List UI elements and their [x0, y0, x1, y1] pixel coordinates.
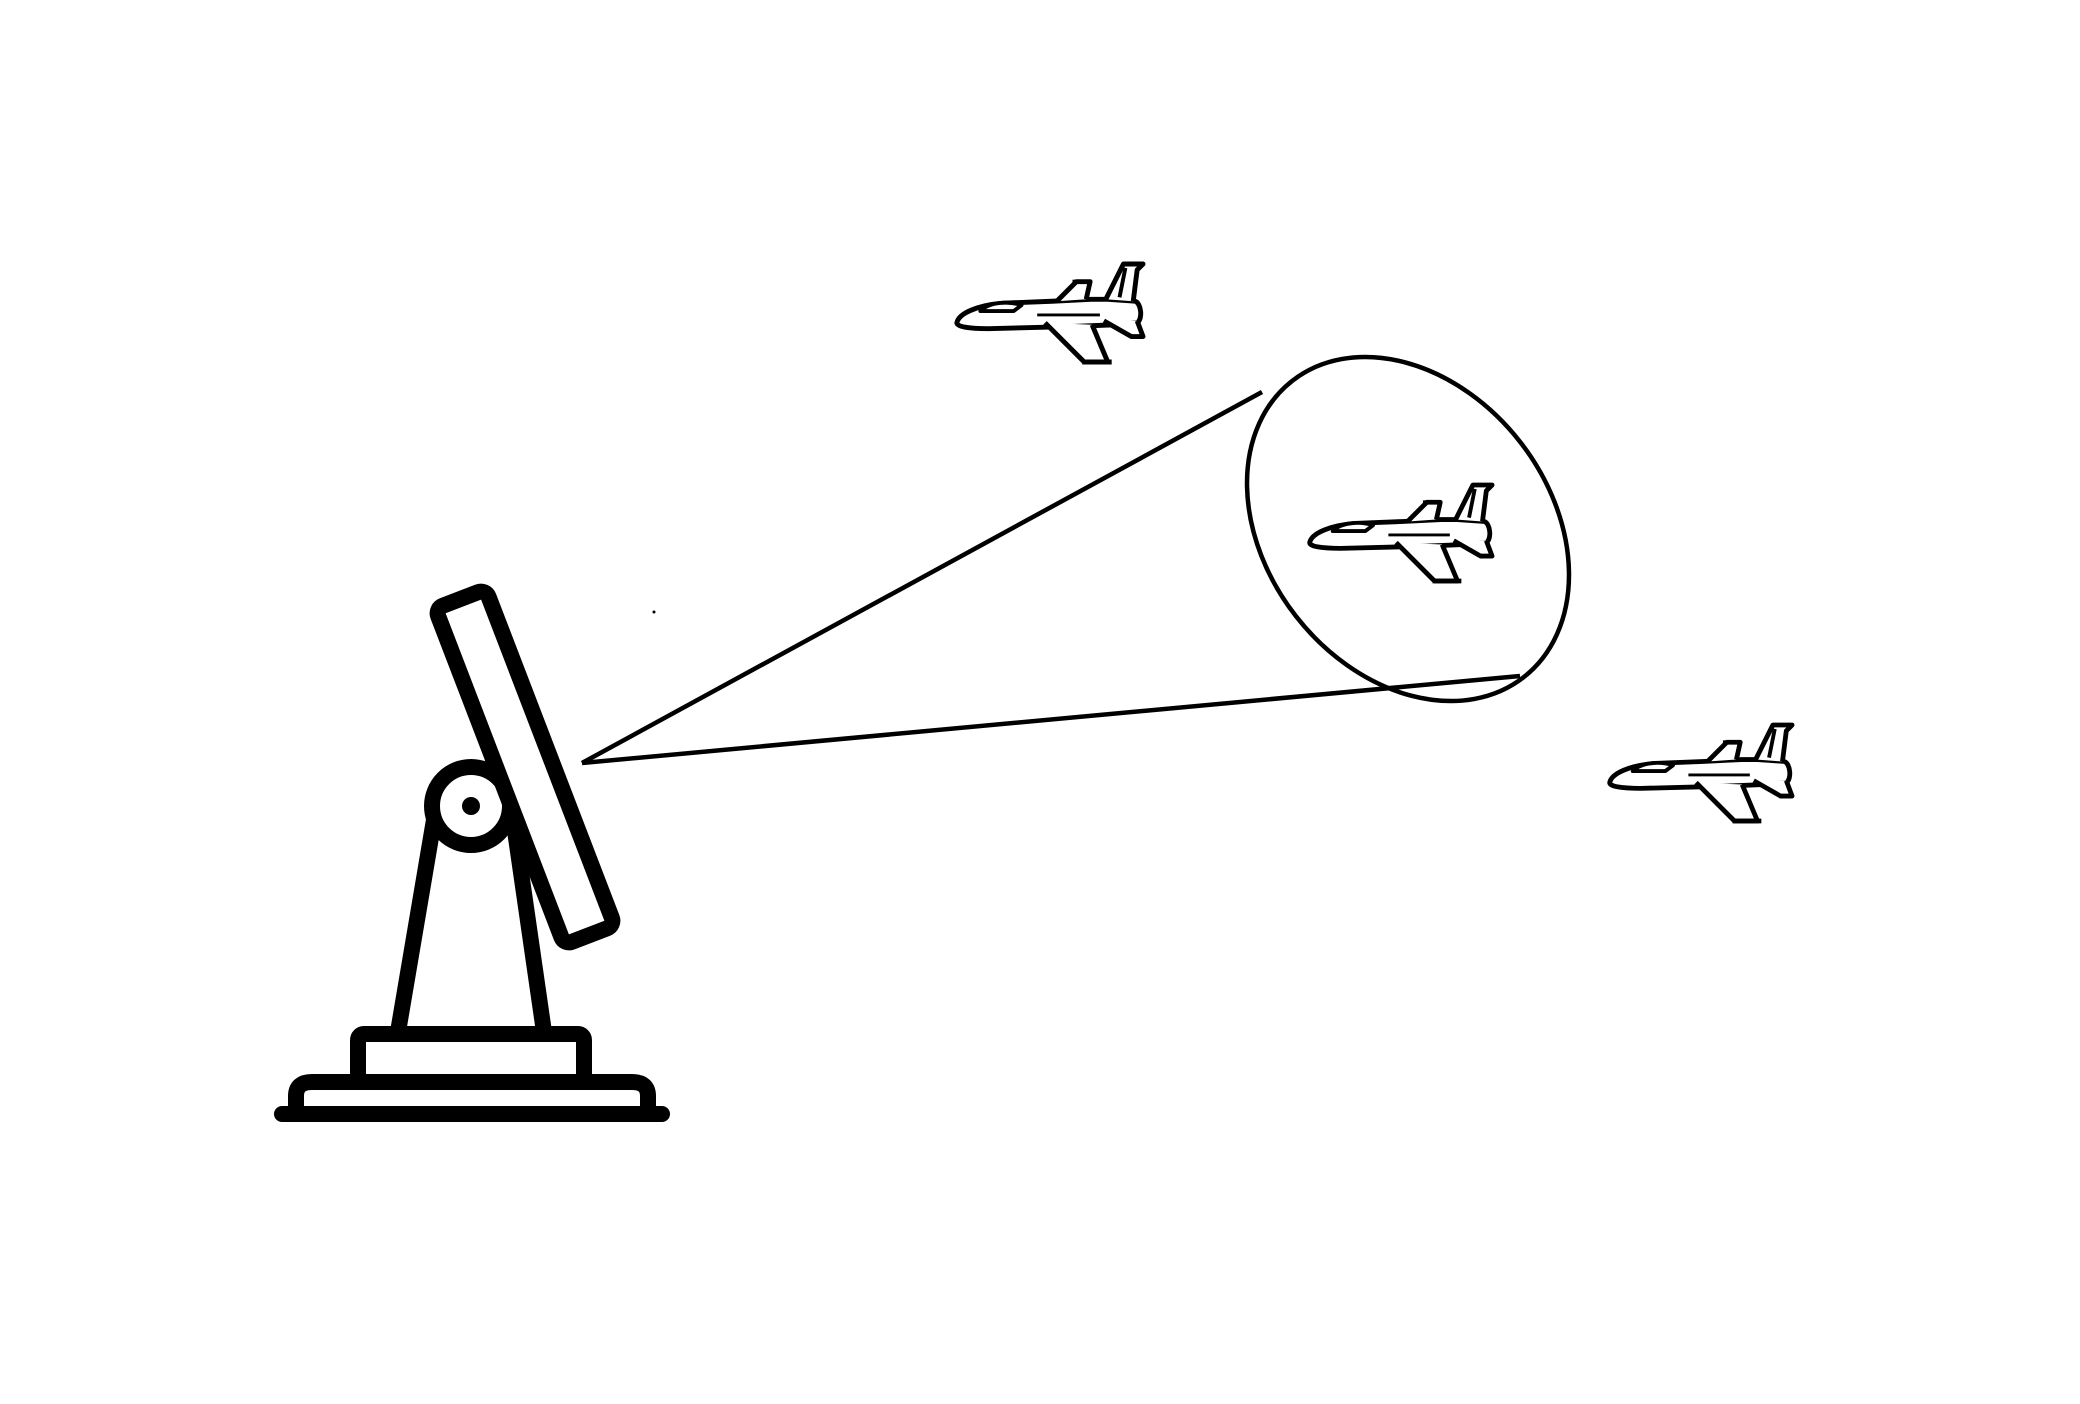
- radar-antenna-icon: [274, 583, 670, 1122]
- stray-dot: [652, 610, 656, 614]
- radar-beam-cone: [580, 354, 1572, 766]
- jet-aircraft-icon: [1310, 485, 1492, 581]
- jet-aircraft-icon: [1610, 725, 1792, 821]
- jet-aircraft-icon: [957, 264, 1143, 362]
